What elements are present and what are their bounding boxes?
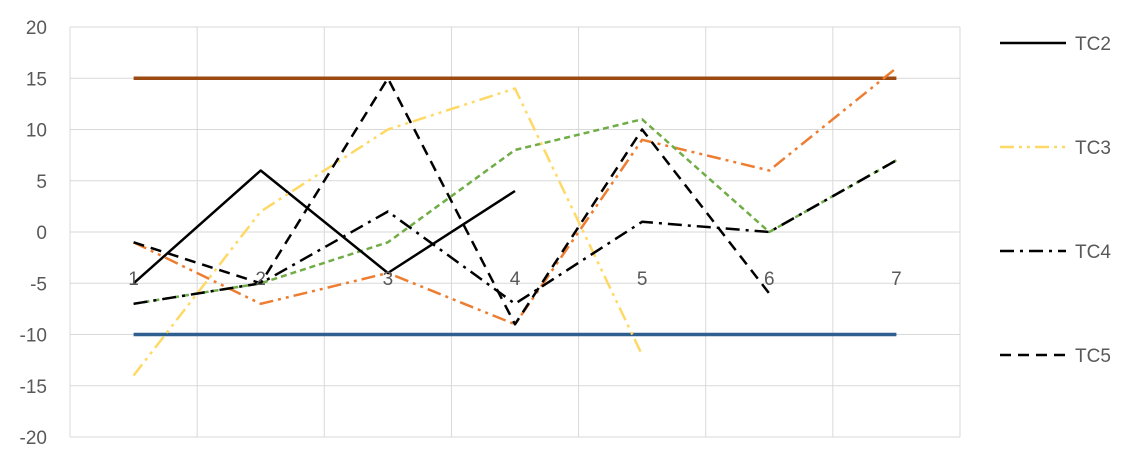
series-line-4 [133,118,898,306]
y-tick-label: -20 [20,428,47,449]
series-line-tc2 [132,169,516,285]
x-tick-label: 2 [255,269,266,290]
y-tick-label: 10 [26,121,47,142]
series-line-tc3 [132,87,644,377]
x-tick-label: 3 [383,269,394,290]
series-lines [132,67,898,377]
series-line-tc5 [133,77,771,326]
legend-label-tc4: TC4 [1075,242,1111,263]
series-line-3 [133,67,898,326]
x-tick-label: 6 [764,269,775,290]
y-tick-label: -5 [30,274,47,295]
x-axis-ticks: 1 2 3 4 5 6 7 [128,269,901,290]
y-tick-label: 0 [36,223,47,244]
x-tick-label: 7 [891,269,902,290]
x-tick-label: 1 [128,269,139,290]
y-axis-ticks: 20 15 10 5 0 -5 -10 -15 -20 [20,18,47,449]
y-tick-label: -10 [20,326,47,347]
y-tick-label: -15 [20,377,47,398]
y-tick-label: 15 [26,69,47,90]
legend-label-tc2: TC2 [1075,34,1111,55]
x-tick-label: 5 [637,269,648,290]
legend-label-tc3: TC3 [1075,138,1111,159]
y-tick-label: 20 [26,18,47,39]
x-tick-label: 4 [510,269,521,290]
legend-label-tc5: TC5 [1075,346,1111,367]
y-tick-label: 5 [36,172,47,193]
legend: TC2 TC3 TC4 TC5 [1000,34,1111,367]
